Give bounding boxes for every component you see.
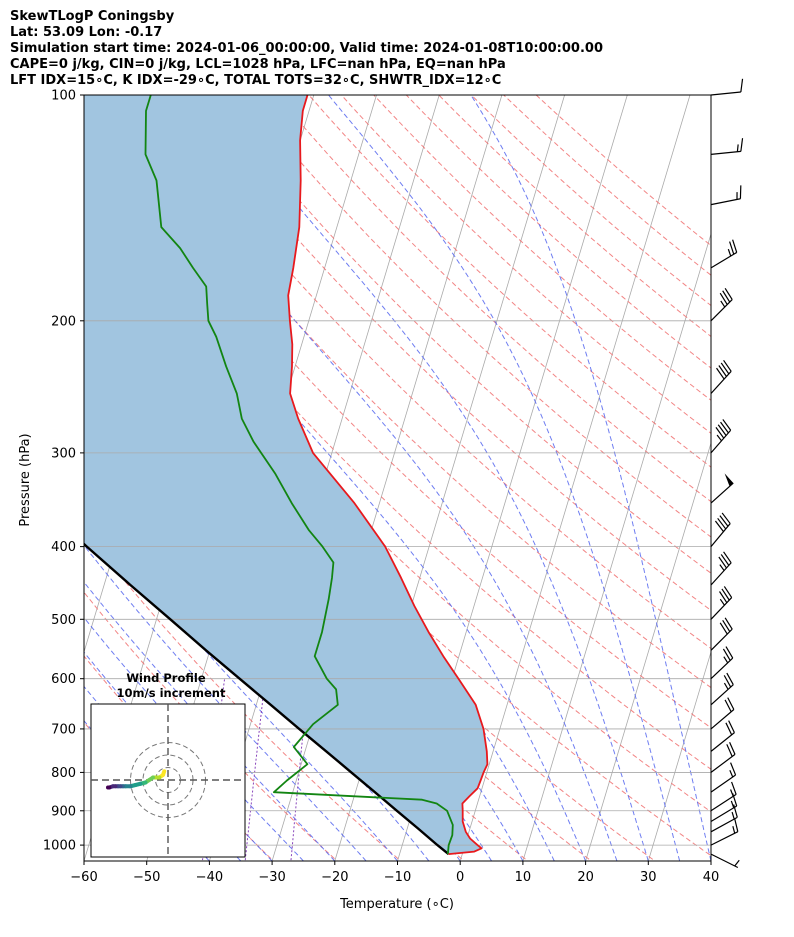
- stability-indices: LFT IDX=15∘C, K IDX=-29∘C, TOTAL TOTS=32…: [10, 73, 502, 88]
- profile-series: [84, 95, 489, 856]
- y-tick-label: 400: [51, 540, 76, 555]
- x-tick-label: −30: [258, 870, 285, 885]
- x-tick-label: 10: [515, 870, 532, 885]
- chart-header: SkewTLogP Coningsby Lat: 53.09 Lon: -0.1…: [10, 9, 603, 89]
- moist-adiabat-line: [470, 95, 711, 861]
- moist-adiabat-line: [327, 95, 681, 861]
- isotherm-line: [0, 61, 73, 876]
- x-tick-label: −20: [321, 870, 348, 885]
- isotherm-line: [208, 95, 440, 861]
- parcel-profile-line: [84, 542, 450, 856]
- moist-adiabat-line: [84, 544, 367, 861]
- convective-indices: CAPE=0 j/kg, CIN=0 j/kg, LCL=1028 hPa, L…: [10, 57, 506, 72]
- isotherm-line: [0, 61, 11, 876]
- chart-title: SkewTLogP Coningsby: [10, 9, 175, 24]
- x-axis-label: Temperature (∘C): [339, 897, 454, 912]
- wind-barb: [710, 239, 738, 269]
- y-tick-label: 700: [51, 722, 76, 737]
- hodograph: [91, 704, 245, 857]
- wind-barb: [710, 741, 736, 773]
- cin-area: [84, 95, 488, 855]
- dry-adiabat-line: [210, 95, 711, 574]
- x-tick-label: −10: [384, 870, 411, 885]
- x-tick-label: 40: [703, 870, 720, 885]
- isotherm-line: [710, 859, 711, 861]
- wind-barb: [710, 359, 732, 394]
- dewpoint-line: [144, 95, 454, 855]
- wind-barb: [710, 781, 737, 812]
- wind-barb: [710, 287, 733, 322]
- station-location: Lat: 53.09 Lon: -0.17: [10, 25, 163, 40]
- wind-barb: [710, 551, 732, 586]
- wind-barb: [710, 473, 734, 504]
- y-tick-label: 300: [51, 446, 76, 461]
- wind-barb: [710, 617, 733, 651]
- wind-barb: [710, 419, 732, 454]
- wind-barbs: [710, 78, 744, 869]
- y-axis-label: Pressure (hPa): [18, 433, 33, 526]
- wind-barb: [710, 762, 737, 793]
- inset-title: Wind Profile: [126, 671, 206, 685]
- y-axis: 100 200 300 400 500 600 700 800 900 1000: [43, 89, 84, 854]
- x-tick-label: 30: [640, 870, 657, 885]
- wind-barb: [710, 853, 740, 869]
- wind-barb: [710, 818, 739, 846]
- wind-barb: [710, 672, 734, 706]
- temperature-line: [287, 95, 489, 855]
- x-tick-label: −60: [70, 870, 97, 885]
- wind-barb: [710, 697, 735, 730]
- x-axis: −60 −50 −40 −30 −20 −10 0 10 20 30 40: [70, 861, 719, 885]
- x-tick-label: 0: [456, 870, 464, 885]
- isotherm-line: [522, 232, 711, 861]
- wind-barb: [710, 646, 734, 680]
- moist-adiabat-line: [84, 505, 398, 861]
- cape-cin-shading: [84, 95, 488, 855]
- wind-barb: [710, 512, 731, 547]
- moist-adiabat-line: [207, 95, 649, 861]
- wind-barb: [710, 78, 744, 96]
- wind-profile-inset: Wind Profile 10m/s increment: [90, 671, 246, 858]
- dry-adiabat-line: [275, 95, 711, 503]
- dry-adiabat-line: [84, 97, 711, 729]
- y-tick-label: 500: [51, 613, 76, 628]
- isotherm-line: [585, 441, 711, 861]
- simulation-times: Simulation start time: 2024-01-06_00:00:…: [10, 41, 603, 56]
- x-tick-label: 20: [577, 870, 594, 885]
- isotherm-line: [271, 95, 503, 861]
- y-tick-label: 200: [51, 314, 76, 329]
- y-tick-label: 900: [51, 804, 76, 819]
- wind-barb: [710, 586, 733, 620]
- dry-adiabat-line: [243, 95, 711, 538]
- dry-adiabat-line: [113, 95, 711, 689]
- wind-barb: [710, 138, 744, 155]
- y-tick-label: 1000: [43, 839, 76, 854]
- y-tick-label: 100: [51, 89, 76, 104]
- y-tick-label: 600: [51, 672, 76, 687]
- isotherm-line: [647, 650, 711, 861]
- moist-adiabat-line: [84, 581, 336, 861]
- moist-adiabat-line: [116, 95, 618, 861]
- wind-barb: [710, 720, 735, 752]
- y-tick-label: 800: [51, 766, 76, 781]
- mixing-ratio-line: [290, 678, 309, 861]
- x-tick-label: −40: [196, 870, 223, 885]
- dry-adiabat-line: [535, 95, 711, 247]
- wind-barb: [710, 804, 738, 833]
- inset-subtitle: 10m/s increment: [117, 686, 226, 700]
- wind-barb: [710, 793, 738, 822]
- x-tick-label: −50: [133, 870, 160, 885]
- mixing-ratio-line: [244, 678, 266, 861]
- wind-barb: [710, 185, 742, 206]
- dry-adiabat-line: [470, 95, 711, 307]
